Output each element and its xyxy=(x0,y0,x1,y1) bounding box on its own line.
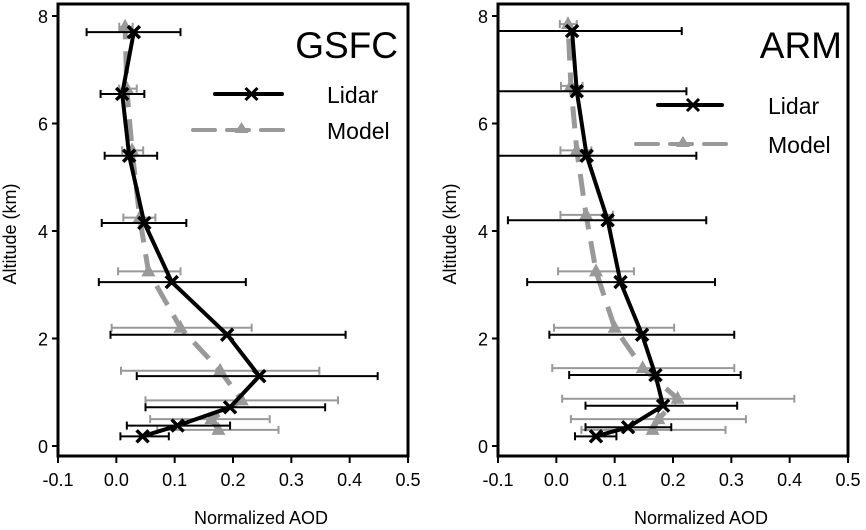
y-tick-label: 0 xyxy=(478,437,488,457)
series-lidar xyxy=(498,23,742,444)
gsfc-panel-title: GSFC xyxy=(295,25,398,66)
model-triangle-marker xyxy=(213,362,228,376)
arm-x-axis-title: Normalized AOD xyxy=(634,508,768,528)
lidar-x-marker xyxy=(135,429,150,444)
model-triangle-marker xyxy=(234,392,249,406)
lidar-error-bar xyxy=(498,87,688,96)
lidar-x-marker xyxy=(137,215,152,231)
lidar-error-bar xyxy=(498,151,698,160)
lidar-error-bar xyxy=(498,27,683,36)
model-triangle-marker xyxy=(561,16,575,30)
lidar-x-marker xyxy=(564,23,580,39)
model-triangle-marker xyxy=(651,411,666,425)
legend-model-label: Model xyxy=(768,132,831,158)
y-tick-label: 6 xyxy=(38,115,48,135)
lidar-error-bar xyxy=(144,403,327,412)
panel-arm: -0.1 0.0 0.1 0.2 0.3 0.4 0.5 0 2 4 6 8 ARM Lidar Mo… xyxy=(440,2,861,528)
lidar-x-marker xyxy=(613,274,628,290)
x-tick-label: 0.1 xyxy=(602,470,627,490)
x-tick-label: 0.5 xyxy=(395,470,420,490)
arm-axes: -0.1 0.0 0.1 0.2 0.3 0.4 0.5 0 2 4 6 8 xyxy=(478,7,861,490)
y-tick-label: 4 xyxy=(38,222,48,242)
lidar-x-marker xyxy=(634,327,650,342)
model-triangle-marker xyxy=(670,390,685,404)
gsfc-axes: -0.1 0.0 0.1 0.2 0.3 0.4 0.5 0 2 4 6 8 xyxy=(38,7,421,490)
lidar-x-marker xyxy=(648,367,663,383)
legend-model-triangle-marker xyxy=(676,136,690,147)
lidar-x-marker xyxy=(600,213,615,228)
lidar-x-marker xyxy=(114,86,130,102)
x-tick-label: -0.1 xyxy=(482,470,513,490)
lidar-x-marker xyxy=(219,327,235,342)
x-tick-label: 0.4 xyxy=(337,470,362,490)
lidar-x-marker xyxy=(569,84,584,99)
lidar-x-marker xyxy=(579,148,594,163)
legend-lidar-label: Lidar xyxy=(327,82,378,108)
lidar-x-marker xyxy=(620,419,636,435)
y-tick-label: 8 xyxy=(478,7,488,27)
series-model xyxy=(551,16,796,435)
legend-lidar-x-marker xyxy=(685,97,701,113)
lidar-x-marker xyxy=(121,148,137,163)
arm-plot-marks xyxy=(498,16,796,444)
x-tick-label: -0.1 xyxy=(42,470,73,490)
y-tick-label: 0 xyxy=(38,437,48,457)
y-tick-label: 6 xyxy=(478,115,488,135)
gsfc-legend: Lidar Model xyxy=(191,82,390,144)
model-triangle-marker xyxy=(607,319,622,333)
x-tick-label: 0.5 xyxy=(835,470,860,490)
gsfc-x-axis-title: Normalized AOD xyxy=(194,508,328,528)
x-tick-label: 0.4 xyxy=(777,470,802,490)
model-triangle-marker xyxy=(204,411,219,425)
lidar-x-marker xyxy=(222,400,238,415)
gsfc-plot-marks xyxy=(85,18,379,444)
y-tick-label: 8 xyxy=(38,7,48,27)
x-tick-label: 0.0 xyxy=(544,470,569,490)
y-tick-label: 2 xyxy=(478,330,488,350)
x-tick-label: 0.3 xyxy=(279,470,304,490)
lidar-x-marker xyxy=(252,368,267,384)
lidar-x-marker xyxy=(655,398,671,413)
legend-model-label: Model xyxy=(327,118,390,144)
legend-model-triangle-marker xyxy=(234,122,249,133)
legend-lidar-x-marker xyxy=(244,86,259,102)
model-triangle-marker xyxy=(141,263,156,277)
series-lidar xyxy=(85,24,379,444)
arm-legend: Lidar Model xyxy=(634,93,831,158)
x-tick-label: 0.1 xyxy=(162,470,187,490)
model-triangle-marker xyxy=(635,360,650,374)
arm-panel-title: ARM xyxy=(760,25,842,66)
model-line xyxy=(122,26,245,432)
model-triangle-marker xyxy=(173,319,188,333)
y-tick-label: 4 xyxy=(478,222,488,242)
lidar-x-marker xyxy=(170,418,185,433)
model-triangle-marker xyxy=(579,206,594,220)
x-tick-label: 0.0 xyxy=(104,470,129,490)
gsfc-y-axis-title: Altitude (km) xyxy=(0,183,20,284)
panel-gsfc: -0.1 0.0 0.1 0.2 0.3 0.4 0.5 0 2 4 6 8 GSFC Lidar M… xyxy=(0,2,421,528)
model-triangle-marker xyxy=(569,142,584,156)
y-tick-label: 2 xyxy=(38,330,48,350)
model-triangle-marker xyxy=(645,421,660,435)
x-tick-label: 0.2 xyxy=(660,470,685,490)
lidar-line xyxy=(570,30,666,439)
arm-y-axis-title: Altitude (km) xyxy=(440,183,460,284)
legend-lidar-label: Lidar xyxy=(768,93,819,119)
gsfc-plot-frame xyxy=(56,2,410,458)
lidar-line xyxy=(120,31,262,439)
model-line xyxy=(565,23,681,432)
x-tick-label: 0.2 xyxy=(220,470,245,490)
lidar-x-marker xyxy=(126,24,142,40)
arm-plot-frame xyxy=(496,2,850,458)
lidar-x-marker xyxy=(588,429,604,444)
model-triangle-marker xyxy=(589,263,603,277)
lidar-x-marker xyxy=(164,274,179,290)
x-tick-label: 0.3 xyxy=(719,470,744,490)
model-triangle-marker xyxy=(211,421,226,435)
